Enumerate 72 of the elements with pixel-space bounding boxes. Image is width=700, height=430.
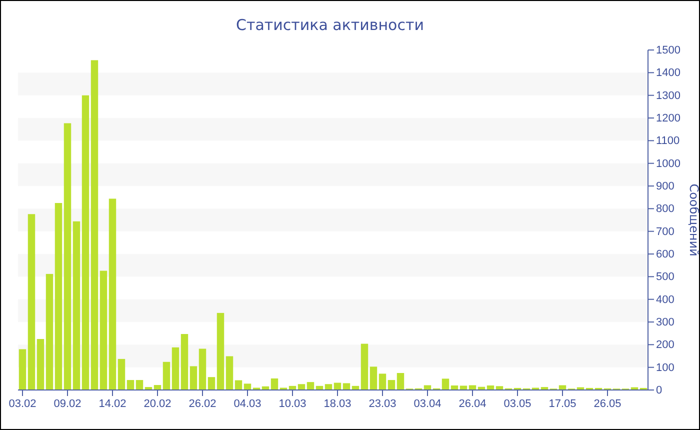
bar — [234, 380, 242, 390]
bar — [118, 358, 126, 390]
bar — [46, 274, 54, 390]
x-tick-label: 17.05 — [548, 398, 576, 410]
x-tick-label: 03.05 — [504, 398, 532, 410]
y-tick-label: 400 — [656, 294, 674, 306]
bar — [324, 384, 332, 390]
x-tick-label: 09.02 — [54, 398, 82, 410]
y-tick-label: 700 — [656, 226, 674, 238]
y-tick-label: 1400 — [656, 67, 680, 80]
y-axis-title: Сообщений — [687, 184, 700, 256]
y-tick-label: 1500 — [656, 44, 680, 57]
y-tick-label: 300 — [656, 316, 674, 329]
bar — [370, 366, 378, 390]
bar — [306, 382, 314, 390]
y-tick-label: 1000 — [656, 158, 680, 170]
y-tick-label: 1200 — [656, 112, 680, 125]
y-tick-label: 900 — [656, 180, 674, 193]
bar — [388, 380, 396, 390]
bar — [558, 385, 566, 390]
bar — [180, 334, 188, 390]
x-tick-label: 20.02 — [144, 398, 172, 410]
y-tick-label: 1300 — [656, 90, 680, 102]
bar — [82, 95, 90, 390]
x-tick-label: 10.03 — [278, 398, 306, 410]
x-tick-label: 04.03 — [234, 398, 262, 410]
bar — [468, 385, 476, 390]
bar — [342, 383, 350, 390]
bar — [190, 366, 198, 390]
bar — [36, 339, 44, 390]
x-tick-label: 03.04 — [414, 398, 442, 410]
bar — [442, 378, 450, 390]
y-tick-label: 1100 — [656, 135, 680, 148]
chart-title: Статистика активности — [236, 16, 424, 34]
y-tick-label: 600 — [656, 248, 674, 261]
bar — [18, 349, 26, 390]
bar — [378, 374, 386, 390]
x-tick-label: 18.03 — [324, 398, 352, 410]
bar — [172, 347, 180, 390]
bar — [108, 198, 116, 390]
bar — [208, 377, 216, 390]
bar — [28, 214, 36, 390]
bar — [136, 380, 144, 390]
bar — [198, 348, 206, 390]
x-tick-label: 26.04 — [458, 398, 486, 410]
bar — [72, 221, 80, 390]
x-tick-label: 26.05 — [594, 398, 622, 410]
y-tick-label: 200 — [656, 339, 674, 352]
y-tick-label: 500 — [656, 271, 674, 284]
bar — [100, 270, 108, 390]
y-tick-label: 0 — [656, 384, 662, 397]
bar — [126, 380, 134, 390]
bar — [162, 362, 170, 390]
bar — [54, 203, 62, 390]
x-tick-label: 14.02 — [98, 398, 126, 410]
bar — [298, 384, 306, 390]
x-tick-label: 23.03 — [368, 398, 396, 410]
bar — [360, 344, 368, 390]
bar — [396, 373, 404, 390]
bar — [270, 378, 278, 390]
y-tick-label: 800 — [656, 203, 674, 216]
x-tick-label: 03.02 — [8, 398, 36, 410]
bar — [334, 382, 342, 390]
bar — [64, 123, 72, 390]
bar — [226, 356, 234, 390]
y-tick-label: 100 — [656, 362, 674, 374]
bar — [244, 384, 252, 390]
bar — [216, 312, 224, 390]
bar — [424, 385, 432, 390]
bar — [90, 60, 98, 390]
x-tick-label: 26.02 — [188, 398, 216, 410]
bar — [460, 386, 468, 390]
